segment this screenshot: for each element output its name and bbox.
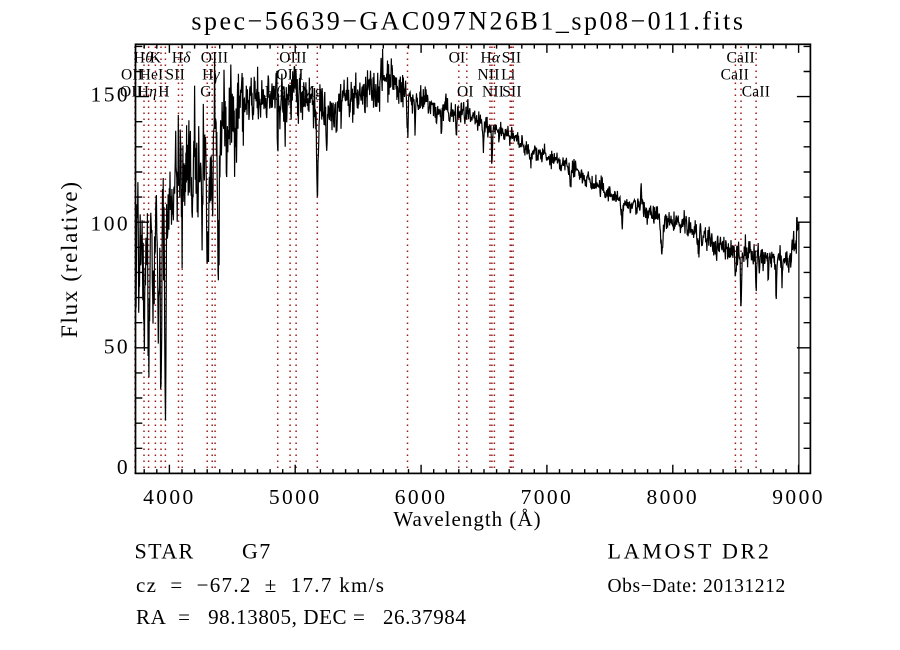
svg-text:CaII: CaII	[721, 67, 749, 84]
svg-text:Hα: Hα	[481, 49, 501, 66]
svg-text:Hδ: Hδ	[172, 49, 191, 66]
svg-text:0: 0	[117, 455, 130, 479]
svg-text:CaII: CaII	[742, 83, 770, 100]
svg-text:50: 50	[104, 334, 130, 358]
svg-text:K: K	[150, 49, 162, 66]
svg-text:cz = −67.2 ± 17.7 km/s: cz = −67.2 ± 17.7 km/s	[136, 573, 385, 597]
svg-text:Hη: Hη	[138, 83, 157, 100]
svg-text:H: H	[158, 83, 169, 100]
svg-text:OIII: OIII	[279, 49, 306, 66]
svg-text:Mg: Mg	[301, 83, 323, 100]
svg-text:HeI: HeI	[140, 67, 164, 84]
svg-text:Hθ: Hθ	[134, 49, 153, 66]
svg-text:OII: OII	[121, 67, 143, 84]
svg-text:LAMOST DR2: LAMOST DR2	[608, 539, 772, 564]
svg-text:Flux (relative): Flux (relative)	[57, 180, 82, 338]
svg-text:150: 150	[91, 82, 130, 106]
svg-text:OIII: OIII	[276, 67, 303, 84]
svg-text:OI: OI	[449, 49, 466, 66]
svg-text:Li: Li	[501, 67, 516, 84]
svg-text:RA = 98.13805, DEC = 26.3: RA = 98.13805, DEC = 26.37984	[136, 605, 467, 629]
svg-text:STAR: STAR	[135, 539, 195, 564]
svg-text:SII: SII	[502, 83, 522, 100]
svg-text:8000: 8000	[646, 485, 699, 509]
svg-text:CaII: CaII	[727, 49, 755, 66]
svg-text:5000: 5000	[269, 485, 322, 509]
svg-text:G: G	[200, 83, 211, 100]
svg-text:SII: SII	[502, 49, 522, 66]
svg-text:SII: SII	[165, 67, 185, 84]
svg-text:OIII: OIII	[201, 49, 228, 66]
svg-text:4000: 4000	[143, 485, 196, 509]
svg-text:OI: OI	[457, 83, 474, 100]
svg-text:OII: OII	[120, 83, 142, 100]
svg-text:NII: NII	[477, 67, 499, 84]
svg-text:Obs−Date: 20131212: Obs−Date: 20131212	[608, 576, 786, 597]
svg-text:NII: NII	[482, 83, 504, 100]
svg-text:6000: 6000	[395, 485, 448, 509]
svg-text:7000: 7000	[521, 485, 574, 509]
svg-text:100: 100	[91, 211, 130, 235]
svg-text:Wavelength (Å): Wavelength (Å)	[393, 507, 541, 531]
svg-text:9000: 9000	[772, 485, 825, 509]
svg-text:Hβ: Hβ	[265, 83, 284, 100]
svg-text:spec−56639−GAC097N26B1_sp08−01: spec−56639−GAC097N26B1_sp08−011.fits	[191, 7, 745, 36]
svg-text:G7: G7	[242, 539, 272, 564]
svg-text:Hγ: Hγ	[202, 67, 220, 84]
